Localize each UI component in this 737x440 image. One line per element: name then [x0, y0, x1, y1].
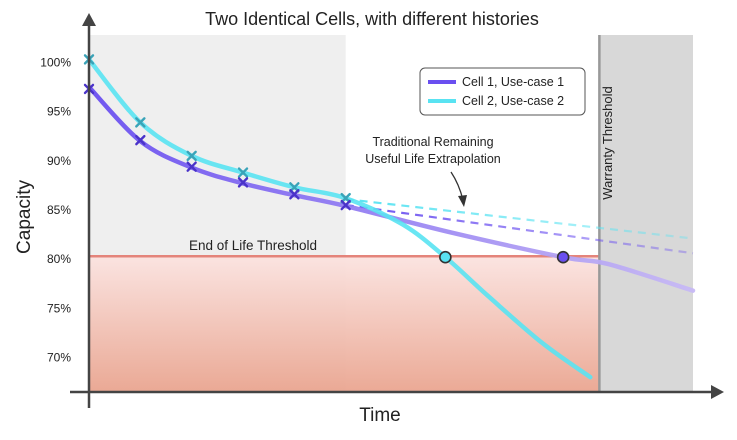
- data-point-cell1: [186, 161, 197, 172]
- data-point-cell2: [237, 167, 249, 178]
- x-axis-label: Time: [359, 405, 401, 426]
- data-point-cell2: [186, 150, 197, 162]
- chart-title: Two Identical Cells, with different hist…: [205, 9, 539, 29]
- axis-layer: 100% 95% 90% 85% 80% 75% 70%: [40, 13, 724, 408]
- y-tick-label: 75%: [47, 301, 71, 315]
- data-point-cell1: [340, 199, 351, 211]
- data-point-cell2: [135, 117, 146, 128]
- eol-threshold-label: End of Life Threshold: [189, 238, 317, 253]
- legend-label-cell1: Cell 1, Use-case 1: [462, 75, 564, 89]
- extrapolation-line-2: [345, 198, 694, 240]
- eol-point-cell2: [439, 250, 452, 264]
- series-line-cell1: [89, 84, 696, 293]
- y-axis-label: Capacity: [14, 180, 35, 254]
- y-tick-label: 95%: [47, 105, 71, 119]
- eol-region: [89, 256, 600, 392]
- y-tick-label: 80%: [47, 252, 71, 266]
- data-point-cell1: [135, 134, 146, 146]
- legend-label-cell2: Cell 2, Use-case 2: [462, 94, 564, 108]
- annotation-line-1: Traditional Remaining: [372, 135, 493, 149]
- annotation-line-2: Useful Life Extrapolation: [365, 152, 501, 166]
- y-axis-arrow: [82, 13, 96, 26]
- warranty-threshold-label: Warranty Threshold: [600, 86, 615, 199]
- warranty-region: [599, 35, 693, 392]
- y-tick-label: 85%: [47, 203, 71, 217]
- legend: Cell 1, Use-case 1 Cell 2, Use-case 2: [419, 67, 586, 116]
- data-point-cell1: [237, 177, 249, 188]
- legend-box: [419, 67, 586, 116]
- marker-layer: [83, 54, 570, 264]
- data-point-cell1: [289, 189, 300, 200]
- x-axis-arrow: [711, 385, 724, 399]
- y-tick-label: 90%: [47, 154, 71, 168]
- eol-layer: [89, 35, 601, 392]
- eol-point-cell1: [556, 250, 570, 264]
- y-tick-label: 100%: [40, 55, 71, 69]
- y-tick-label: 70%: [47, 351, 71, 365]
- annotation-arrowhead: [458, 195, 467, 207]
- extrapolation-line-1: [345, 203, 694, 255]
